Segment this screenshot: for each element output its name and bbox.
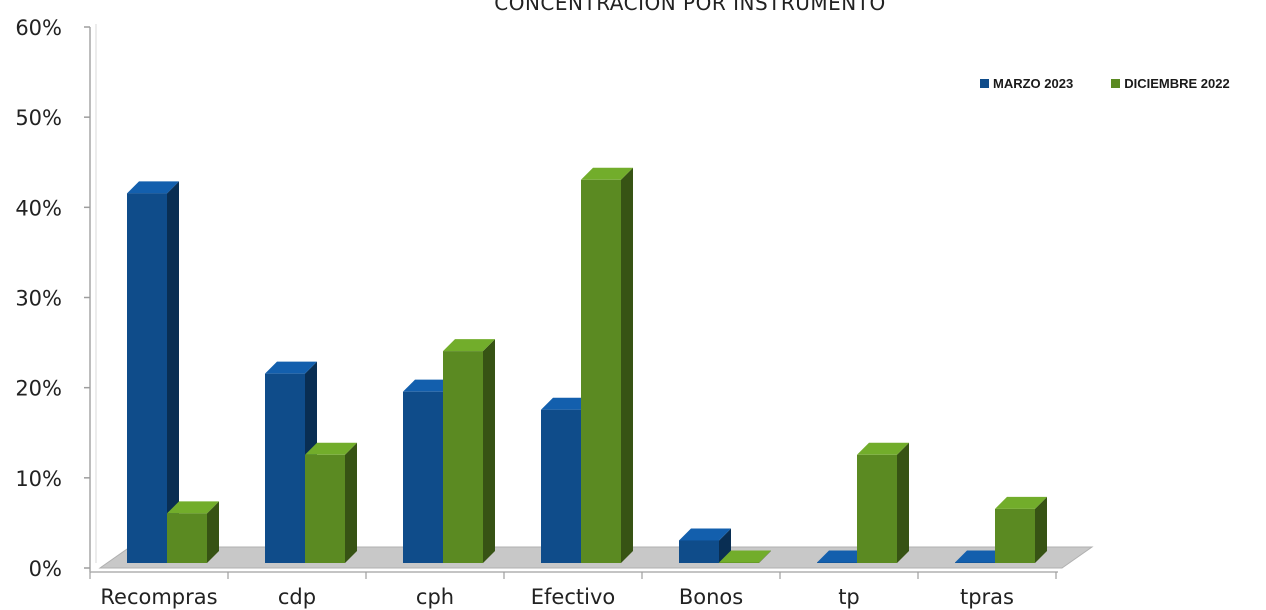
legend-item-diciembre-2022: DICIEMBRE 2022 (1111, 76, 1230, 91)
x-tick-label: cph (416, 585, 454, 609)
y-tick-label: 30% (15, 287, 62, 311)
y-tick-label: 60% (15, 16, 62, 40)
bar-tpras-diciembre-2022 (995, 508, 1035, 563)
bar-cdp-marzo-2023-top (265, 361, 317, 374)
bar-efectivo-diciembre-2022-top (581, 167, 633, 180)
legend-item-marzo-2023: MARZO 2023 (980, 76, 1073, 91)
bar-bonos-diciembre-2022 (719, 562, 759, 563)
bar-bonos-diciembre-2022-top (719, 550, 771, 563)
bar-recompras-marzo-2023 (127, 193, 167, 564)
bar-cph-marzo-2023-top (403, 379, 455, 392)
bar-tp-marzo-2023-top (817, 550, 869, 563)
bar-efectivo-diciembre-2022 (581, 179, 621, 563)
bar-cdp-diciembre-2022-side (345, 442, 357, 563)
legend-swatch-marzo-2023 (980, 79, 989, 88)
bar-tpras-diciembre-2022-top (995, 496, 1047, 509)
legend-swatch-diciembre-2022 (1111, 79, 1121, 88)
bar-cph-marzo-2023 (403, 391, 443, 563)
bar-tp-diciembre-2022-side (897, 442, 909, 563)
x-tick-label: Recompras (100, 585, 217, 609)
legend: MARZO 2023 DICIEMBRE 2022 (980, 76, 1230, 91)
bar-efectivo-diciembre-2022-side (621, 167, 633, 563)
legend-label-diciembre-2022: DICIEMBRE 2022 (1124, 76, 1230, 91)
bar-tpras-marzo-2023 (955, 562, 995, 563)
bar-recompras-diciembre-2022-top (167, 501, 219, 514)
bar-efectivo-marzo-2023 (541, 409, 581, 563)
bar-cph-diciembre-2022 (443, 351, 483, 563)
bar-bonos-diciembre-2022-side (759, 550, 771, 563)
legend-label-marzo-2023: MARZO 2023 (993, 76, 1074, 91)
bar-efectivo-marzo-2023-top (541, 397, 593, 410)
bar-tp-marzo-2023 (817, 562, 857, 563)
y-tick-label: 0% (29, 557, 62, 581)
bar-cph-diciembre-2022-side (483, 339, 495, 563)
y-tick-label: 10% (15, 467, 62, 491)
bar-recompras-marzo-2023-top (127, 181, 179, 194)
bar-tp-diciembre-2022-top (857, 442, 909, 455)
bar-tpras-diciembre-2022-side (1035, 496, 1047, 563)
y-tick-label: 50% (15, 106, 62, 130)
bar-recompras-marzo-2023-side (167, 181, 179, 564)
bar-bonos-marzo-2023 (679, 540, 719, 563)
bar-recompras-diciembre-2022 (167, 513, 207, 563)
x-tick-label: tpras (960, 585, 1014, 609)
bar-cdp-diciembre-2022 (305, 454, 345, 563)
bar-cdp-marzo-2023 (265, 373, 305, 563)
x-tick-label: Bonos (679, 585, 743, 609)
bar-bonos-marzo-2023-top (679, 528, 731, 541)
y-tick-label: 20% (15, 377, 62, 401)
x-tick-label: cdp (278, 585, 316, 609)
bar-cdp-diciembre-2022-top (305, 442, 357, 455)
bar-cph-diciembre-2022-top (443, 339, 495, 352)
y-tick-label: 40% (15, 196, 62, 220)
bar-recompras-diciembre-2022-side (207, 501, 219, 563)
bar-bonos-marzo-2023-side (719, 528, 731, 563)
x-tick-label: Efectivo (531, 585, 615, 609)
bar-tp-diciembre-2022 (857, 454, 897, 563)
bar-tpras-marzo-2023-top (955, 550, 1007, 563)
chart-title: CONCENTRACIÓN POR INSTRUMENTO (494, 0, 886, 15)
x-tick-label: tp (838, 585, 860, 609)
